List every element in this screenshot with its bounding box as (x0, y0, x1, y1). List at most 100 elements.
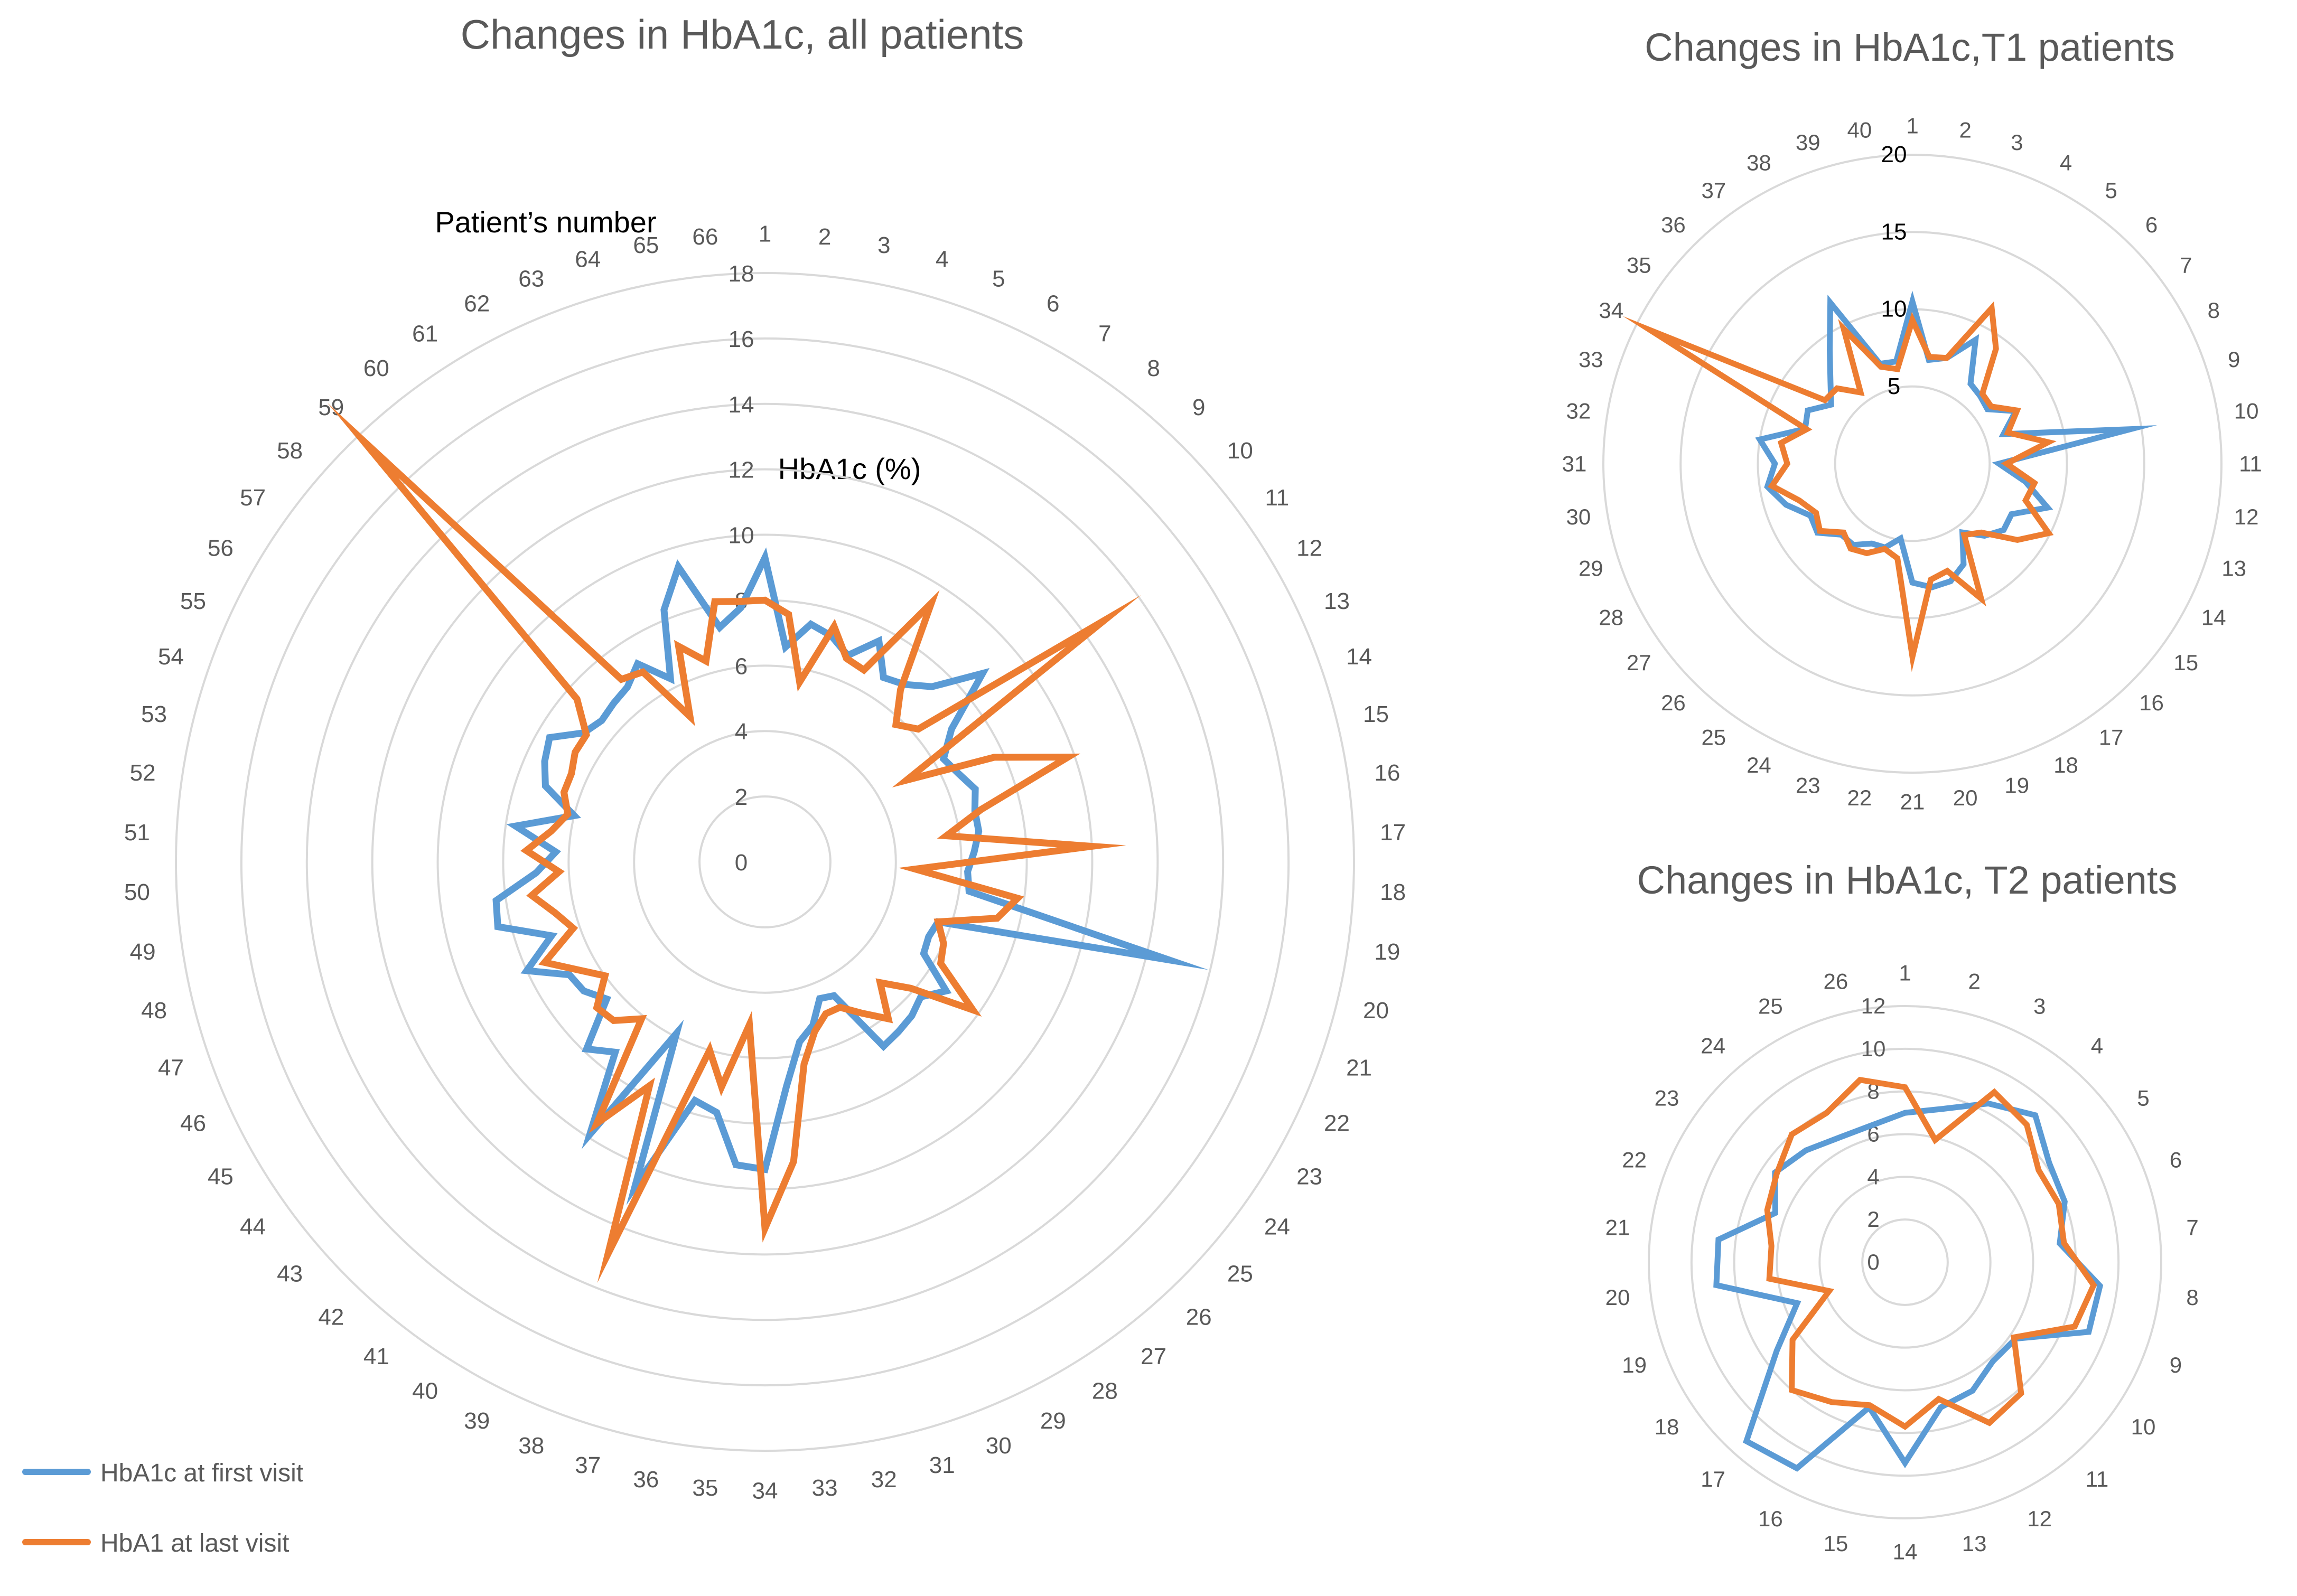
tick-label: 12 (729, 457, 754, 483)
category-label: 17 (1701, 1467, 1725, 1491)
category-label: 39 (464, 1408, 490, 1434)
category-label: 20 (1363, 998, 1389, 1024)
category-label: 11 (2086, 1467, 2109, 1491)
category-label: 1 (759, 221, 771, 247)
radar-chart-t2-patients: Changes in HbA1c, T2 patients 1 234567891… (1605, 858, 2199, 1564)
category-label: 45 (208, 1163, 234, 1189)
tick-label: 14 (729, 392, 754, 418)
category-label: 14 (1346, 644, 1372, 670)
category-label: 16 (1374, 760, 1400, 786)
series-last-visit-line (327, 403, 1141, 1283)
category-label: 7 (2180, 253, 2192, 278)
tick-label: 0 (1867, 1250, 1879, 1274)
category-label: 18 (2053, 753, 2078, 777)
category-label: 58 (277, 438, 303, 464)
category-label: 6 (2170, 1147, 2182, 1172)
category-label: 7 (2186, 1215, 2198, 1240)
category-label: 5 (2137, 1085, 2149, 1110)
category-label: 38 (1747, 150, 1771, 175)
category-label: 12 (2027, 1506, 2052, 1531)
category-label: 11 (2239, 452, 2262, 476)
category-label: 13 (2221, 556, 2246, 580)
category-label: 55 (180, 588, 206, 614)
grid-ring (1861, 1218, 1949, 1306)
tick-label: 5 (1888, 373, 1900, 399)
category-label: 37 (1701, 178, 1726, 203)
category-label: 22 (1847, 785, 1872, 810)
grid-ring (1679, 231, 2145, 697)
grid-ring (1776, 1133, 2034, 1392)
category-label: 10 (2234, 399, 2259, 424)
category-label: 8 (1147, 355, 1160, 381)
category-label: 57 (240, 485, 266, 511)
category-label: 32 (1566, 399, 1591, 424)
category-label: 16 (1758, 1506, 1783, 1531)
category-label: 8 (2186, 1285, 2198, 1310)
category-label: 33 (1579, 347, 1603, 372)
category-label: 38 (518, 1433, 544, 1459)
category-label: 56 (208, 535, 234, 561)
category-label: 15 (1823, 1531, 1848, 1556)
grid-ring (175, 272, 1355, 1452)
category-label: 2 (1959, 118, 1971, 143)
category-label: 52 (130, 760, 156, 786)
category-label: 4 (2060, 150, 2072, 175)
category-label: 53 (141, 701, 167, 727)
category-label: 39 (1796, 130, 1820, 155)
category-label: 27 (1627, 650, 1651, 675)
category-label: 30 (1566, 504, 1591, 529)
category-label: 18 (1655, 1414, 1679, 1439)
category-label: 3 (2033, 993, 2046, 1018)
legend-label-last-visit: HbA1 at last visit (100, 1529, 289, 1557)
category-label: 9 (2228, 347, 2240, 372)
category-label: 46 (180, 1111, 206, 1137)
category-label: 25 (1701, 725, 1726, 749)
category-label: 23 (1796, 773, 1820, 797)
category-label: 51 (124, 820, 150, 846)
legend-label-first-visit: HbA1c at first visit (100, 1459, 303, 1487)
grid-ring (698, 795, 832, 928)
category-label: 24 (1747, 753, 1771, 777)
tick-label: 2 (1867, 1207, 1879, 1232)
category-label: 22 (1622, 1147, 1647, 1172)
category-label: 7 (1098, 321, 1111, 346)
series-last-visit-line (1622, 301, 2057, 672)
category-label: 47 (158, 1055, 184, 1081)
category-label: 3 (877, 232, 890, 258)
category-label: 27 (1141, 1344, 1166, 1369)
category-label: 40 (412, 1378, 438, 1404)
category-label: 17 (2099, 725, 2124, 749)
radar-chart-all-patients: Changes in HbA1c, all patients Patient’s… (124, 11, 1406, 1504)
category-label: 12 (1296, 535, 1322, 561)
category-label: 35 (692, 1475, 718, 1501)
category-label: 2 (818, 224, 831, 250)
category-label: 21 (1605, 1215, 1630, 1240)
category-label: 42 (318, 1304, 344, 1330)
grid-ring (1648, 1005, 2162, 1519)
category-label: 19 (1374, 939, 1400, 965)
category-label: 63 (518, 266, 544, 292)
category-label: 22 (1324, 1111, 1350, 1137)
category-label: 23 (1296, 1163, 1322, 1189)
value-axis-label: HbA1c (%) (778, 452, 921, 485)
category-label: 20 (1605, 1285, 1630, 1310)
category-label: 29 (1579, 556, 1603, 580)
category-label: 19 (2004, 773, 2029, 797)
category-label: 65 (633, 232, 659, 258)
category-label: 14 (2201, 605, 2226, 630)
grid-ring (1602, 154, 2223, 774)
tick-label: 10 (1881, 296, 1907, 322)
category-label: 3 (2011, 130, 2023, 155)
category-label: 2 (1968, 969, 1980, 994)
tick-label: 20 (1881, 142, 1907, 167)
grid-ring (633, 730, 897, 994)
category-label: 5 (2105, 178, 2117, 203)
category-label: 23 (1655, 1085, 1679, 1110)
category-label: 24 (1701, 1034, 1725, 1058)
category-label: 66 (692, 224, 718, 250)
category-label: 30 (986, 1433, 1012, 1459)
tick-label: 0 (735, 850, 748, 876)
tick-label: 4 (735, 719, 748, 745)
